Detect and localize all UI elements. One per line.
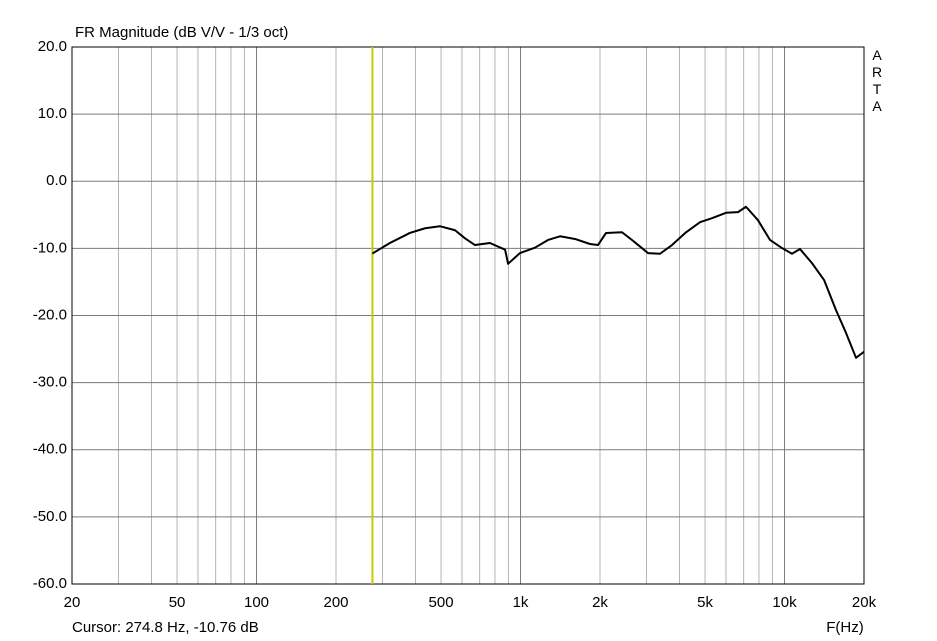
data-line xyxy=(371,205,865,359)
y-tick-label: -50.0 xyxy=(33,508,67,525)
x-tick-label: 2k xyxy=(592,594,608,611)
y-tick-label: -10.0 xyxy=(33,239,67,256)
x-tick-label: 5k xyxy=(697,594,713,611)
y-tick-label: -40.0 xyxy=(33,441,67,458)
x-tick-label: 20k xyxy=(852,594,877,611)
y-tick-label: -60.0 xyxy=(33,575,67,592)
x-tick-label: 200 xyxy=(323,594,348,611)
plot-frame xyxy=(71,46,865,585)
y-tick-label: 0.0 xyxy=(46,172,67,189)
y-tick-label: -20.0 xyxy=(33,306,67,323)
x-tick-label: 10k xyxy=(772,594,797,611)
x-tick-label: 20 xyxy=(64,594,81,611)
cursor-readout: Cursor: 274.8 Hz, -10.76 dB xyxy=(72,619,259,636)
x-axis-label: F(Hz) xyxy=(826,619,864,636)
y-tick-label: 20.0 xyxy=(38,38,67,55)
x-tick-label: 50 xyxy=(169,594,186,611)
y-tick-label: 10.0 xyxy=(38,105,67,122)
x-tick-label: 500 xyxy=(429,594,454,611)
y-tick-label: -30.0 xyxy=(33,374,67,391)
chart-title: FR Magnitude (dB V/V - 1/3 oct) xyxy=(75,24,288,41)
x-tick-label: 1k xyxy=(513,594,529,611)
x-tick-label: 100 xyxy=(244,594,269,611)
watermark: ARTA xyxy=(869,47,885,115)
